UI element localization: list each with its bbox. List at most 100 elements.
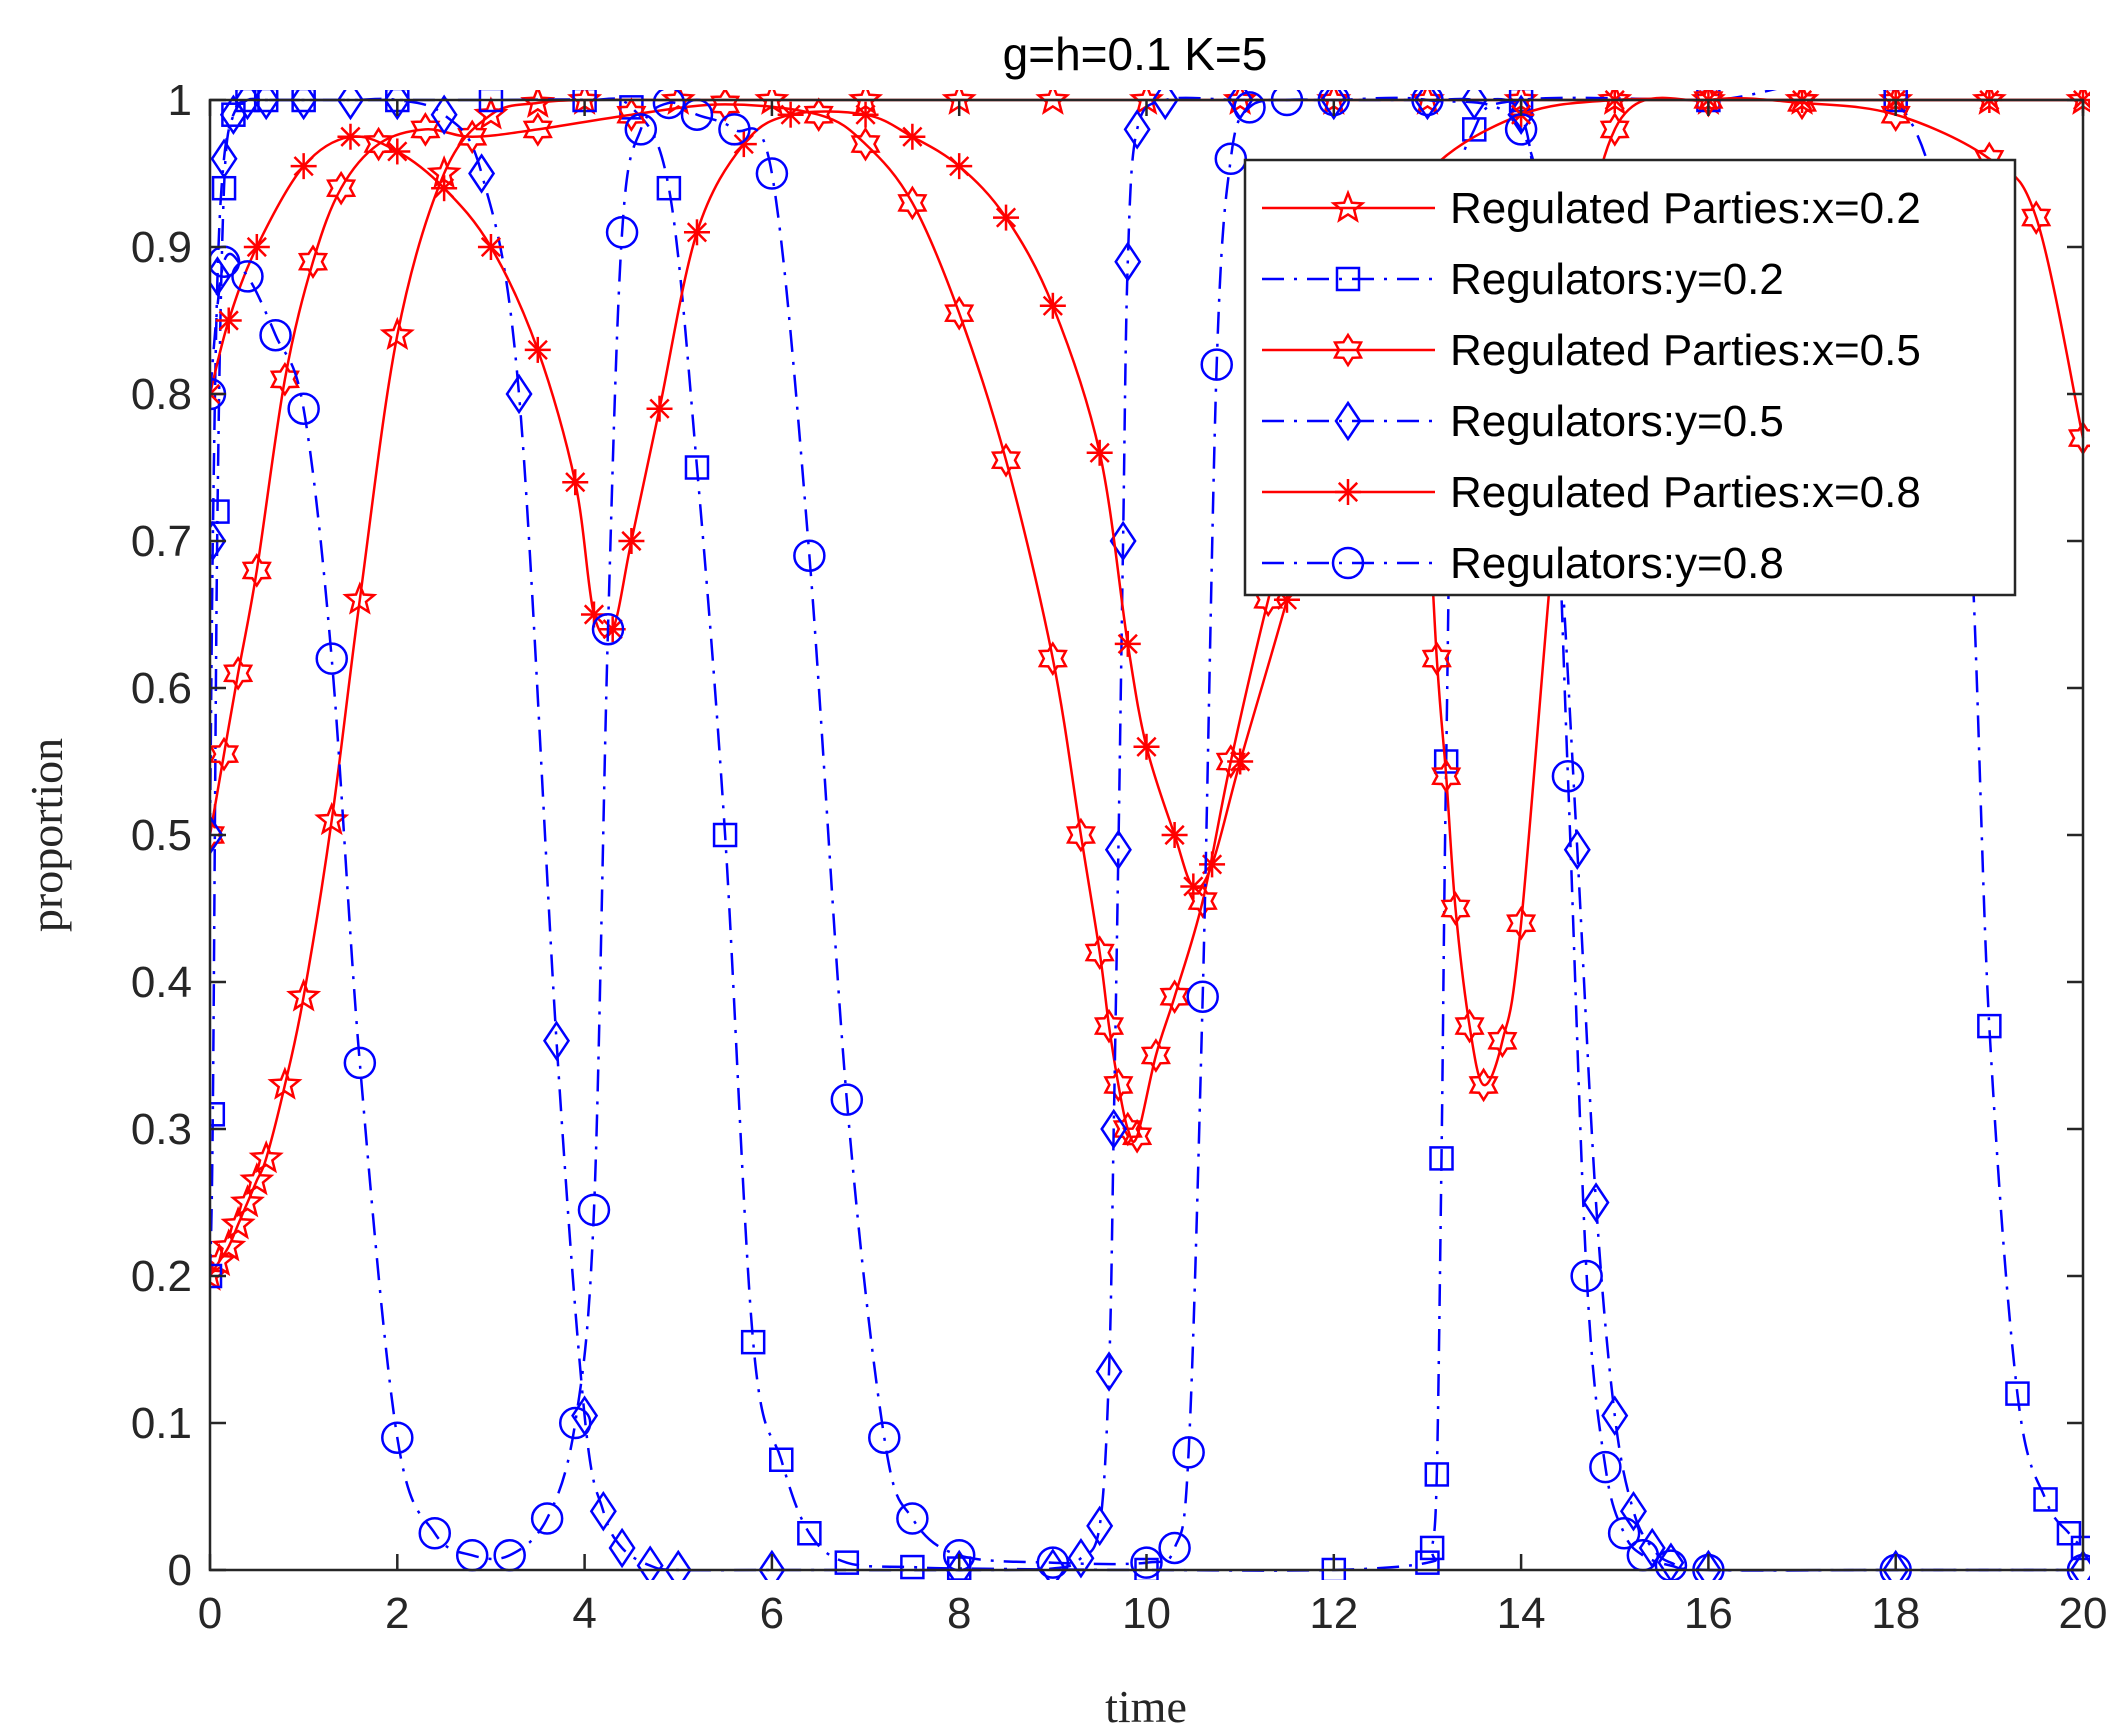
legend: Regulated Parties:x=0.2 Regulators:y=0.2 R… — [1243, 158, 2017, 597]
data-point — [239, 1162, 275, 1196]
y-tick-label: 0.5 — [131, 811, 192, 860]
data-point — [1130, 1546, 1163, 1579]
data-point — [530, 1502, 564, 1535]
data-point — [1460, 90, 1488, 121]
data-point — [1222, 90, 1258, 115]
legend-label: Regulated Parties:x=0.8 — [1450, 468, 1921, 517]
data-point — [210, 520, 227, 562]
data-point — [577, 1193, 611, 1227]
data-point — [616, 97, 647, 133]
data-point — [524, 336, 551, 363]
data-point — [740, 1329, 766, 1355]
data-point — [1589, 1450, 1622, 1484]
data-point — [210, 817, 226, 853]
data-point — [477, 234, 504, 260]
legend-entry: Regulated Parties:x=0.8 — [1262, 468, 1921, 517]
data-point — [229, 1184, 265, 1218]
data-point — [343, 1046, 377, 1080]
data-point — [418, 1517, 452, 1550]
data-point — [1186, 980, 1219, 1013]
legend-label: Regulated Parties:x=0.5 — [1450, 326, 1921, 375]
data-point — [252, 90, 280, 121]
data-point — [684, 455, 710, 480]
data-point — [287, 392, 320, 425]
data-point — [1454, 1008, 1485, 1044]
data-point — [2069, 1549, 2090, 1580]
x-tick-label: 12 — [1309, 1589, 1358, 1638]
data-point — [1180, 873, 1207, 900]
data-point — [1429, 1146, 1454, 1171]
series-line — [210, 90, 2084, 1572]
y-tick-label: 0.8 — [131, 370, 192, 419]
data-point — [210, 1242, 237, 1277]
data-point — [1599, 112, 1630, 147]
y-tick-label: 0.6 — [131, 664, 192, 713]
data-point — [1095, 1351, 1123, 1392]
data-point — [990, 442, 1022, 478]
data-point — [1215, 744, 1246, 779]
data-point — [248, 1139, 284, 1174]
data-point — [543, 1020, 571, 1062]
data-point — [231, 260, 264, 293]
data-point — [656, 175, 682, 201]
data-point — [2056, 1521, 2082, 1546]
data-point — [718, 113, 751, 146]
data-point — [900, 1554, 925, 1580]
legend-marker — [1331, 546, 1365, 580]
data-point — [652, 90, 686, 120]
legend-label: Regulators:y=0.5 — [1450, 397, 1784, 446]
x-tick-label: 6 — [760, 1589, 784, 1638]
data-point — [1086, 1505, 1114, 1547]
data-point — [1151, 90, 1179, 121]
data-point — [605, 216, 639, 249]
data-point — [1114, 241, 1142, 282]
data-point — [1654, 1549, 1688, 1580]
legend-entry: Regulators:y=0.5 — [1262, 397, 1784, 446]
data-point — [290, 153, 317, 180]
data-point — [1133, 733, 1160, 760]
data-point — [683, 219, 710, 246]
data-point — [1487, 1023, 1518, 1059]
data-point — [1657, 1542, 1685, 1580]
legend-marker — [1335, 479, 1361, 505]
data-point — [384, 138, 411, 165]
legend-label: Regulated Parties:x=0.2 — [1450, 184, 1921, 233]
data-point — [1161, 822, 1188, 848]
data-point — [618, 528, 645, 554]
data-point — [946, 153, 973, 180]
y-tick-label: 0.1 — [131, 1399, 192, 1448]
data-point — [1424, 1462, 1450, 1487]
data-point — [664, 1549, 692, 1580]
series-5 — [210, 90, 2090, 900]
data-point — [899, 123, 926, 150]
data-point — [1415, 1550, 1440, 1575]
data-point — [233, 90, 261, 121]
legend-label: Regulators:y=0.2 — [1450, 255, 1784, 304]
data-point — [1440, 891, 1471, 926]
data-point — [1036, 1546, 1070, 1579]
data-point — [646, 395, 673, 422]
data-point — [1419, 1535, 1445, 1561]
data-point — [1233, 91, 1266, 124]
data-point — [589, 1490, 617, 1532]
x-tick-label: 18 — [1871, 1589, 1920, 1638]
x-axis-label: time — [1105, 1681, 1187, 1732]
series-line — [210, 96, 2083, 1572]
data-point — [522, 112, 553, 147]
x-tick-label: 14 — [1497, 1589, 1546, 1638]
data-point — [457, 119, 488, 155]
data-point — [286, 978, 322, 1012]
data-point — [1551, 759, 1585, 793]
data-point — [1320, 90, 1348, 121]
data-point — [430, 94, 458, 135]
data-point — [944, 295, 975, 331]
data-point — [636, 1545, 664, 1580]
data-point — [1409, 90, 1445, 115]
data-point — [210, 1102, 226, 1127]
data-point — [269, 361, 300, 397]
data-point — [755, 157, 789, 190]
data-point — [1431, 758, 1462, 794]
data-point — [830, 1083, 864, 1116]
data-point — [241, 553, 272, 588]
